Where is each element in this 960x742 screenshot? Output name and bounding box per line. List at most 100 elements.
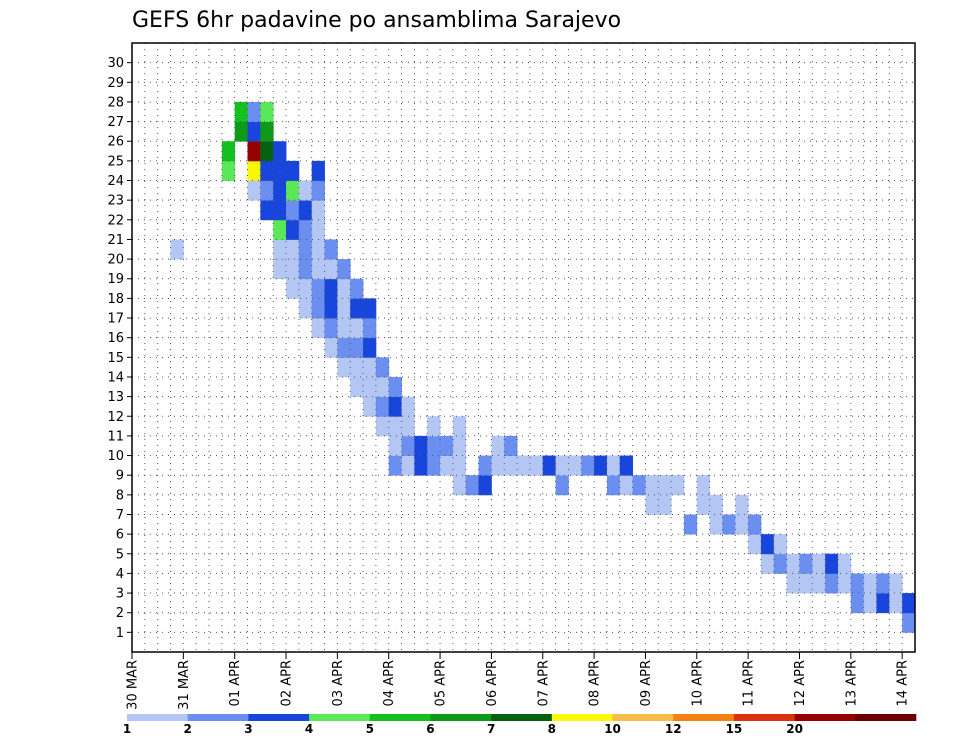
y-tick-label: 22 [107,213,124,228]
colorbar-swatch [430,714,492,721]
heatmap-cell [504,435,518,456]
colorbar-label: 6 [426,722,434,736]
heatmap-cell [375,376,390,398]
heatmap-cell [375,396,390,417]
y-tick-label: 2 [116,606,124,621]
heatmap-cell [452,475,467,496]
heatmap-cell [748,514,762,535]
colorbar-swatch [551,714,613,721]
y-tick-label: 6 [116,528,124,543]
heatmap-cell [452,416,467,437]
heatmap-cell [375,357,390,378]
heatmap-cell [298,278,313,299]
heatmap-cell [234,121,248,142]
colorbar-label: 4 [305,722,313,736]
colorbar-label: 1 [123,722,131,736]
heatmap-cell [440,455,454,476]
heatmap-cell [298,239,313,260]
heatmap-cell [286,160,300,181]
heatmap-cell [799,573,813,594]
heatmap-cell [286,200,300,221]
heatmap-cell [452,455,467,476]
heatmap-cell [555,475,569,496]
heatmap-cell [619,475,634,496]
y-tick-label: 1 [116,626,124,641]
heatmap-cell [863,593,877,614]
y-tick-label: 10 [107,449,124,464]
heatmap-cell [760,534,775,555]
colorbar-label: 12 [665,722,682,736]
heatmap-cell [311,239,325,260]
heatmap-cell [889,593,903,614]
heatmap-cell [825,573,839,594]
heatmap-cell [696,494,711,515]
heatmap-cell [812,573,826,594]
heatmap-cell [311,278,325,299]
heatmap-cell [863,573,877,594]
plot-frame [131,42,916,653]
colorbar-label: 10 [604,722,621,736]
y-tick-label: 3 [116,587,124,602]
heatmap-cell [876,593,890,614]
heatmap-cell [568,455,582,476]
heatmap-cell [517,455,531,476]
heatmap-cell [388,376,402,398]
colorbar-swatch [673,714,735,721]
heatmap-cell [311,200,325,221]
heatmap-cell [273,180,287,201]
heatmap-cell [247,160,261,181]
colorbar-swatch [612,714,674,721]
heatmap-cell [298,298,313,319]
heatmap-cell [260,200,274,221]
heatmap-cell [709,514,723,535]
heatmap-cell [388,455,402,476]
heatmap-cell [324,318,338,339]
heatmap-cell [452,435,467,456]
heatmap-cell [363,376,377,398]
heatmap-cell [850,573,865,594]
heatmap-cell [350,318,364,339]
colorbar-swatch [369,714,431,721]
y-tick-label: 14 [107,370,124,385]
heatmap-cell [388,435,402,456]
x-tick-label: 06 APR [485,660,500,706]
heatmap-cell [388,416,402,437]
heatmap-cell [350,298,364,319]
y-tick-label: 15 [107,351,124,366]
y-tick-label: 12 [107,410,124,425]
y-tick-label: 18 [107,292,124,307]
heatmap-cell [427,455,441,476]
heatmap-cell [363,318,377,339]
heatmap-cell [529,455,544,476]
heatmap-cells [170,101,916,633]
x-tick-label: 12 APR [793,660,808,706]
heatmap-cell [786,573,800,594]
heatmap-cell [286,259,300,280]
heatmap-cell [350,278,364,299]
heatmap-cell [837,553,852,574]
x-tick-label: 09 APR [639,660,654,706]
y-tick-label: 28 [107,95,124,110]
heatmap-cell [298,180,313,201]
heatmap-cell [273,160,287,181]
heatmap-cell [350,337,364,358]
y-tick-label: 4 [116,567,124,582]
y-axis-ticks: 1234567891011121314151617181920212223242… [107,56,132,641]
x-tick-label: 02 APR [280,660,295,706]
heatmap-cell [773,553,788,574]
colorbar-swatch [733,714,795,721]
heatmap-cell [337,278,351,299]
colorbar-label: 15 [726,722,743,736]
colorbar-swatch [794,714,856,721]
heatmap-cell [273,200,287,221]
colorbar-swatch [309,714,371,721]
heatmap-cell [350,376,364,398]
heatmap-cell [683,514,698,535]
colorbar-swatch [127,714,188,721]
heatmap-cell [876,573,890,594]
heatmap-cell [555,455,569,476]
x-tick-label: 01 APR [228,660,243,706]
heatmap-cell [491,435,505,456]
colorbar-swatch [855,714,917,721]
